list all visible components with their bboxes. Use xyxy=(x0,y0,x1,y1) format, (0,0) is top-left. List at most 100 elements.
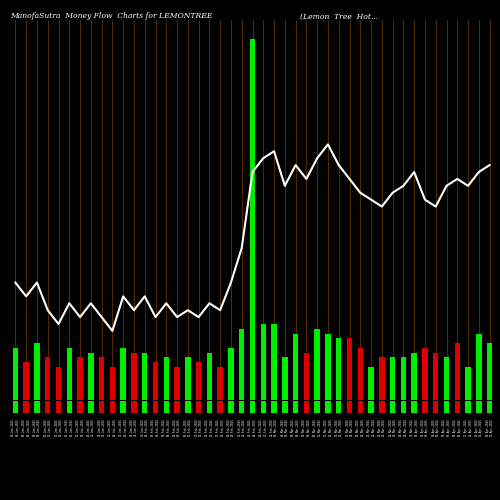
Text: 26-Mar-2025
27-Mar-2025: 26-Mar-2025 27-Mar-2025 xyxy=(388,418,397,436)
Text: ManofaSutra  Money Flow  Charts for LEMONTREE: ManofaSutra Money Flow Charts for LEMONT… xyxy=(10,12,212,20)
Text: 05-Mar-2025
06-Mar-2025: 05-Mar-2025 06-Mar-2025 xyxy=(292,418,300,436)
Bar xyxy=(120,348,126,400)
Bar xyxy=(379,357,384,400)
Bar xyxy=(487,401,492,413)
Text: 24-Mar-2025
25-Mar-2025: 24-Mar-2025 25-Mar-2025 xyxy=(378,418,386,436)
Bar xyxy=(358,348,363,400)
Text: 06-Jan-2025
07-Jan-2025: 06-Jan-2025 07-Jan-2025 xyxy=(22,418,30,436)
Bar xyxy=(412,401,417,413)
Bar xyxy=(476,334,482,400)
Text: 10-Mar-2025
11-Mar-2025: 10-Mar-2025 11-Mar-2025 xyxy=(313,418,322,436)
Bar xyxy=(153,401,158,413)
Bar xyxy=(218,367,223,400)
Bar xyxy=(444,357,449,400)
Bar xyxy=(260,324,266,400)
Text: (Lemon  Tree  Hot...: (Lemon Tree Hot... xyxy=(300,12,378,20)
Bar xyxy=(56,401,61,413)
Bar xyxy=(368,401,374,413)
Bar xyxy=(174,367,180,400)
Bar xyxy=(78,357,83,400)
Bar xyxy=(422,401,428,413)
Text: 02-Apr-2025
03-Apr-2025: 02-Apr-2025 03-Apr-2025 xyxy=(420,418,429,436)
Bar xyxy=(454,343,460,400)
Text: 28-Mar-2025
29-Mar-2025: 28-Mar-2025 29-Mar-2025 xyxy=(399,418,407,436)
Text: 27-Jan-2025
28-Jan-2025: 27-Jan-2025 28-Jan-2025 xyxy=(119,418,128,436)
Bar xyxy=(120,401,126,413)
Bar xyxy=(239,401,244,413)
Bar xyxy=(196,362,202,400)
Bar xyxy=(282,357,288,400)
Text: 14-Mar-2025
15-Mar-2025: 14-Mar-2025 15-Mar-2025 xyxy=(334,418,343,436)
Bar xyxy=(34,343,40,400)
Bar xyxy=(250,401,255,413)
Bar xyxy=(293,401,298,413)
Bar xyxy=(24,401,29,413)
Bar xyxy=(400,401,406,413)
Text: 03-Jan-2025
04-Jan-2025: 03-Jan-2025 04-Jan-2025 xyxy=(11,418,20,436)
Bar xyxy=(164,401,169,413)
Text: 15-Jan-2025
16-Jan-2025: 15-Jan-2025 16-Jan-2025 xyxy=(65,418,74,436)
Text: 16-Apr-2025
17-Apr-2025: 16-Apr-2025 17-Apr-2025 xyxy=(486,418,494,436)
Text: 24-Jan-2025
25-Jan-2025: 24-Jan-2025 25-Jan-2025 xyxy=(108,418,116,436)
Text: 07-Feb-2025
08-Feb-2025: 07-Feb-2025 08-Feb-2025 xyxy=(173,418,182,436)
Bar xyxy=(142,352,148,400)
Bar xyxy=(66,401,72,413)
Bar xyxy=(45,401,51,413)
Text: 10-Feb-2025
11-Feb-2025: 10-Feb-2025 11-Feb-2025 xyxy=(184,418,192,436)
Bar xyxy=(336,338,342,400)
Bar xyxy=(487,343,492,400)
Bar xyxy=(454,401,460,413)
Bar xyxy=(45,357,51,400)
Text: 24-Feb-2025
25-Feb-2025: 24-Feb-2025 25-Feb-2025 xyxy=(248,418,257,436)
Bar xyxy=(347,338,352,400)
Bar xyxy=(218,401,223,413)
Bar xyxy=(314,329,320,400)
Bar xyxy=(24,362,29,400)
Bar xyxy=(164,357,169,400)
Bar xyxy=(110,367,115,400)
Bar xyxy=(272,324,277,400)
Bar xyxy=(206,352,212,400)
Bar xyxy=(326,334,330,400)
Text: 17-Jan-2025
18-Jan-2025: 17-Jan-2025 18-Jan-2025 xyxy=(76,418,84,436)
Bar xyxy=(228,348,234,400)
Text: 14-Feb-2025
15-Feb-2025: 14-Feb-2025 15-Feb-2025 xyxy=(205,418,214,436)
Bar xyxy=(304,401,309,413)
Bar xyxy=(444,401,449,413)
Bar xyxy=(206,401,212,413)
Bar xyxy=(239,329,244,400)
Bar xyxy=(99,401,104,413)
Bar xyxy=(368,367,374,400)
Bar xyxy=(88,352,94,400)
Text: 19-Feb-2025
20-Feb-2025: 19-Feb-2025 20-Feb-2025 xyxy=(226,418,235,436)
Bar xyxy=(153,362,158,400)
Bar xyxy=(110,401,115,413)
Bar xyxy=(196,401,202,413)
Text: 17-Feb-2025
18-Feb-2025: 17-Feb-2025 18-Feb-2025 xyxy=(216,418,224,436)
Text: 31-Mar-2025
01-Apr-2025: 31-Mar-2025 01-Apr-2025 xyxy=(410,418,418,436)
Bar xyxy=(66,348,72,400)
Bar xyxy=(390,357,396,400)
Text: 31-Jan-2025
01-Feb-2025: 31-Jan-2025 01-Feb-2025 xyxy=(140,418,149,436)
Bar xyxy=(272,401,277,413)
Bar xyxy=(12,401,18,413)
Bar xyxy=(433,352,438,400)
Text: 12-Feb-2025
13-Feb-2025: 12-Feb-2025 13-Feb-2025 xyxy=(194,418,203,436)
Bar xyxy=(185,401,190,413)
Text: 10-Jan-2025
11-Jan-2025: 10-Jan-2025 11-Jan-2025 xyxy=(44,418,52,436)
Bar xyxy=(142,401,148,413)
Bar xyxy=(34,401,40,413)
Bar xyxy=(347,401,352,413)
Bar xyxy=(282,401,288,413)
Text: 07-Mar-2025
08-Mar-2025: 07-Mar-2025 08-Mar-2025 xyxy=(302,418,310,436)
Bar xyxy=(56,367,61,400)
Bar xyxy=(433,401,438,413)
Bar xyxy=(185,357,190,400)
Bar xyxy=(250,39,255,400)
Bar xyxy=(412,352,417,400)
Bar xyxy=(336,401,342,413)
Bar xyxy=(260,401,266,413)
Text: 22-Jan-2025
23-Jan-2025: 22-Jan-2025 23-Jan-2025 xyxy=(98,418,106,436)
Bar xyxy=(99,357,104,400)
Bar xyxy=(422,348,428,400)
